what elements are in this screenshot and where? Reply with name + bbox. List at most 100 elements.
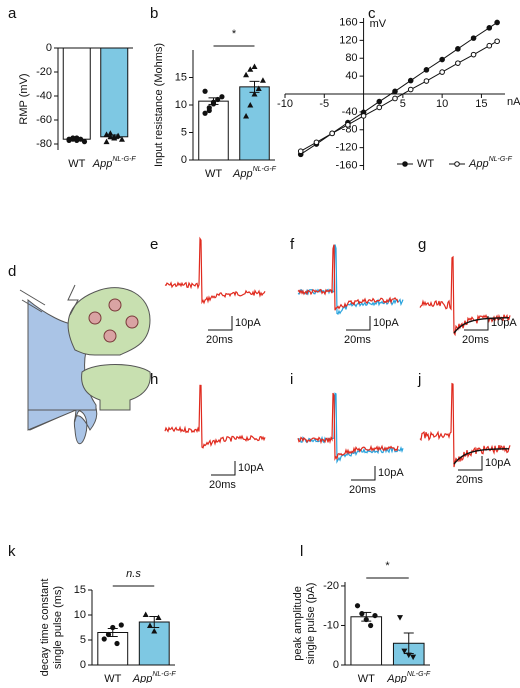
data-point [255, 85, 262, 91]
label-text: WT [104, 673, 121, 683]
data-point [118, 622, 124, 628]
data-point [210, 99, 217, 105]
scale-bar-time: 20ms [349, 484, 376, 496]
y-axis-label: RMP (mV) [18, 73, 30, 124]
y-tick-label: 5 [181, 126, 187, 138]
scale-bar-current: 10pA [238, 462, 264, 474]
category-label: AppNL-G-F [386, 671, 431, 683]
marker [494, 38, 500, 45]
data-point [81, 139, 88, 145]
stimulation-icon [19, 284, 79, 316]
data-point [206, 107, 212, 114]
marker [455, 46, 461, 52]
x-tick-label: -5 [319, 98, 329, 110]
y-tick-label: -120 [336, 142, 358, 154]
label-superscript: NL-G-F [407, 671, 431, 678]
y-tick-label: 120 [339, 34, 357, 46]
data-point [243, 113, 250, 119]
label-text: WT [68, 158, 85, 170]
y-tick-label: 10 [74, 609, 86, 621]
panel-label: l [300, 543, 303, 560]
marker [297, 148, 304, 155]
panel-label: j [417, 371, 421, 388]
fit-line [453, 448, 510, 465]
y-tick-label: -10 [323, 619, 339, 631]
label-text: App [386, 673, 407, 683]
scale-bar [464, 316, 489, 331]
trace-red [297, 392, 399, 462]
data-point [151, 628, 158, 634]
data-point [354, 603, 361, 609]
data-point [215, 96, 221, 103]
panel-label: g [418, 236, 426, 253]
y-tick-label: 15 [74, 584, 86, 596]
bar [100, 47, 129, 138]
x-tick-label: 15 [475, 98, 487, 110]
data-point [372, 612, 378, 619]
data-point [397, 615, 404, 621]
label-text: App [232, 168, 253, 180]
significance-label: * [232, 28, 237, 40]
significance-label: * [385, 560, 390, 572]
data-point [105, 631, 112, 638]
scale-bar-current: 10pA [485, 457, 511, 469]
marker [486, 25, 493, 31]
data-point [247, 66, 254, 72]
data-point [107, 133, 114, 140]
marker [423, 67, 430, 73]
trace-red [419, 255, 511, 337]
label-text: App [468, 158, 489, 170]
data-point [219, 94, 225, 100]
synapse-diagram [19, 284, 151, 445]
y-tick-label: -20 [323, 580, 339, 592]
label-superscript: NL-G-F [253, 166, 277, 173]
bar [239, 86, 270, 161]
category-label: WT [358, 673, 375, 683]
x-tick-label: 5 [400, 98, 406, 110]
series-line [300, 40, 498, 152]
y-axis-label: single pulse (ms) [52, 586, 64, 669]
data-point [243, 71, 250, 78]
marker [345, 122, 351, 128]
scale-bar-time: 20ms [206, 334, 233, 346]
y-tick-label: -40 [36, 90, 52, 102]
category-label: WT [205, 168, 222, 180]
panel-label: f [290, 236, 295, 253]
y-tick-label: 5 [80, 634, 86, 646]
y-tick-label: 0 [46, 42, 52, 54]
postsynaptic-spine [81, 364, 151, 411]
scale-bar-current: 10pA [235, 317, 261, 329]
marker [486, 42, 493, 49]
y-tick-label: -80 [342, 124, 358, 136]
y-tick-label: -20 [36, 66, 52, 78]
category-label: AppNL-G-F [132, 671, 177, 683]
data-point [101, 636, 107, 642]
data-point [146, 622, 153, 628]
label-text: WT [358, 673, 375, 683]
marker [470, 35, 477, 41]
scale-bar [208, 316, 233, 331]
vesicle [103, 329, 117, 343]
category-label: WT [104, 673, 121, 683]
scale-bar-current: 10pA [373, 317, 399, 329]
marker [329, 130, 335, 137]
data-point [103, 138, 110, 145]
label-text: WT [205, 168, 222, 180]
scale-bar-time: 20ms [209, 479, 236, 491]
category-label: AppNL-G-F [232, 166, 277, 180]
marker [392, 95, 398, 102]
marker [376, 98, 383, 105]
marker [470, 51, 477, 58]
data-point [401, 648, 408, 655]
scale-bar-current: 10pA [491, 317, 517, 329]
vesicle [88, 311, 102, 325]
legend-marker [402, 161, 408, 167]
y-tick-label: 40 [345, 70, 357, 82]
data-point [251, 63, 258, 69]
marker [455, 60, 461, 66]
label-superscript: NL-G-F [489, 156, 513, 163]
marker [376, 104, 383, 111]
data-point [405, 652, 412, 659]
y-tick-label: 10 [175, 99, 187, 111]
